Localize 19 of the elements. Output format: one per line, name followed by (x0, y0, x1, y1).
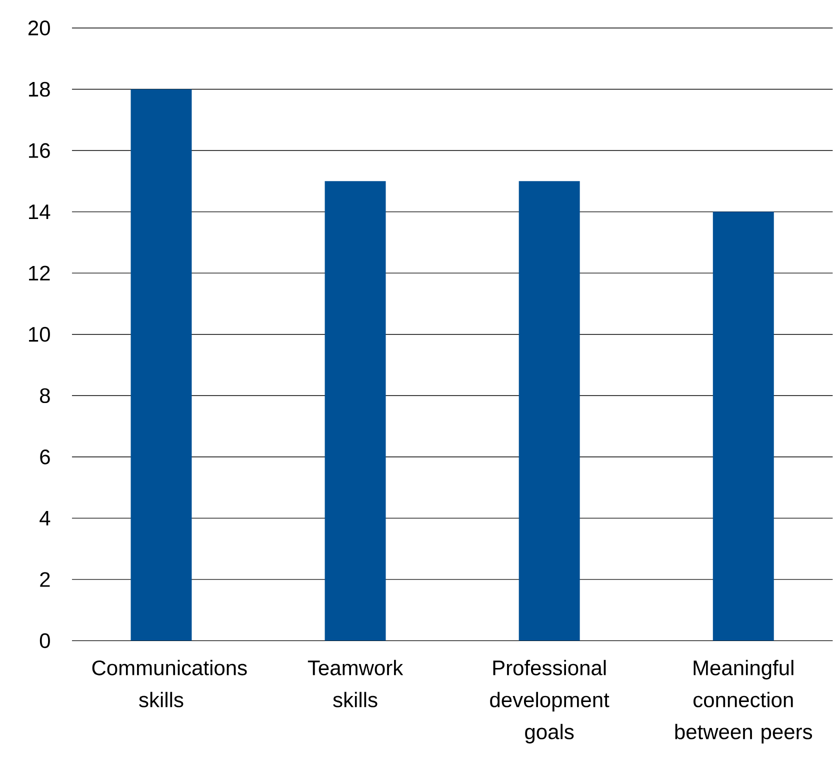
y-tick-label: 10 (29, 327, 50, 342)
bar (518, 181, 580, 641)
y-tick-label: 20 (28, 20, 50, 36)
x-tick-label: Meaningful connection between peers (675, 660, 812, 744)
y-tick-label: 12 (29, 266, 50, 281)
y-tick-label: 18 (29, 82, 50, 97)
x-tick-label: Communications skills (92, 660, 247, 708)
y-tick-label: 14 (29, 204, 50, 220)
y-tick-label: 0 (40, 633, 50, 648)
bar (130, 89, 192, 641)
y-tick-label: 8 (40, 388, 50, 404)
y-tick-label: 6 (40, 450, 50, 464)
y-tick-label: 4 (40, 511, 50, 526)
x-tick-label: Professional development goals (490, 660, 610, 744)
y-tick-label: 2 (40, 572, 50, 587)
y-tick-label: 16 (29, 143, 50, 158)
bar (324, 181, 386, 641)
bar (712, 212, 774, 641)
x-tick-label: Teamwork skills (308, 660, 404, 708)
